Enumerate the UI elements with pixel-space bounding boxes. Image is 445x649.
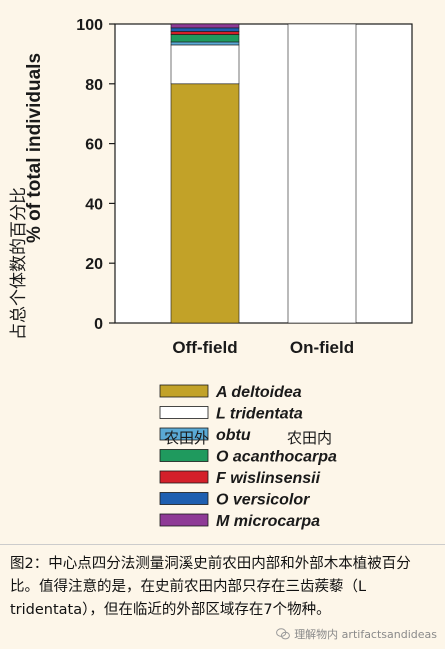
legend-label: L tridentata [216, 406, 303, 423]
y-tick-label: 60 [85, 137, 103, 154]
legend-swatch [159, 513, 209, 527]
legend-entry: O acanthocarpa [159, 449, 337, 466]
bar-segment [170, 83, 240, 324]
legend-swatch [159, 406, 209, 419]
legend-swatch [159, 384, 209, 398]
legend-swatch [159, 492, 209, 505]
legend-label: A deltoidea [215, 384, 302, 401]
bar-segment [170, 34, 240, 43]
legend-label: F wislinsensii [216, 470, 321, 487]
bar-segment [170, 23, 240, 29]
figure-caption: 图2：中心点四分法测量洞溪史前农田内部和外部木本植被百分比。值得注意的是，在史前… [10, 556, 411, 618]
y-axis-label-fragment: % of total individuals [24, 53, 45, 243]
legend-label: M microcarpa [216, 513, 320, 530]
legend-swatch [159, 427, 209, 441]
legend-label: obtu [216, 427, 251, 444]
bar-segment [170, 31, 240, 35]
overlay-label-on-field: 农田内 [287, 429, 332, 447]
plot-frame [114, 23, 413, 324]
legend: A deltoidea L tridentata obtu O acanthocarp… [159, 384, 337, 530]
x-category-label: On-field [290, 338, 354, 357]
watermark-text: 理解物内 artifactsandideas [294, 628, 437, 641]
y-tick-label: 40 [85, 196, 103, 213]
y-tick-label: 0 [94, 316, 103, 333]
y-tick-label: 20 [85, 256, 103, 273]
y-axis: 0 20 40 60 80 100 [76, 17, 115, 333]
legend-swatch [159, 449, 209, 462]
watermark: 理解物内 artifactsandideas [276, 626, 437, 642]
legend-entry: M microcarpa [159, 513, 320, 530]
legend-entry: F wislinsensii [159, 470, 321, 487]
bars [170, 23, 357, 324]
bar-segment [170, 27, 240, 32]
caption-divider [0, 544, 445, 545]
y-tick-label: 80 [85, 77, 103, 94]
y-tick-label: 100 [76, 17, 103, 34]
legend-entry: L tridentata [159, 406, 303, 423]
wechat-icon [276, 628, 291, 640]
legend-label: O acanthocarpa [216, 449, 337, 466]
y-axis-label: 占总个体数的百分比 [9, 187, 29, 340]
legend-swatch [159, 470, 209, 484]
bar-segment [287, 23, 357, 324]
legend-entry: O versicolor [159, 492, 310, 509]
bar-segment [170, 41, 240, 46]
legend-entry: A deltoidea [159, 384, 302, 401]
legend-entry: obtu [159, 427, 251, 444]
stacked-bar-chart: 0 20 40 60 80 100 Off-field On-field % of tota… [9, 17, 413, 530]
overlay-label-off-field: 农田外 [164, 429, 209, 447]
legend-label: O versicolor [216, 492, 310, 509]
bar-segment [170, 44, 240, 85]
x-category-label: Off-field [172, 338, 237, 357]
x-axis-categories: Off-field On-field [172, 338, 354, 357]
